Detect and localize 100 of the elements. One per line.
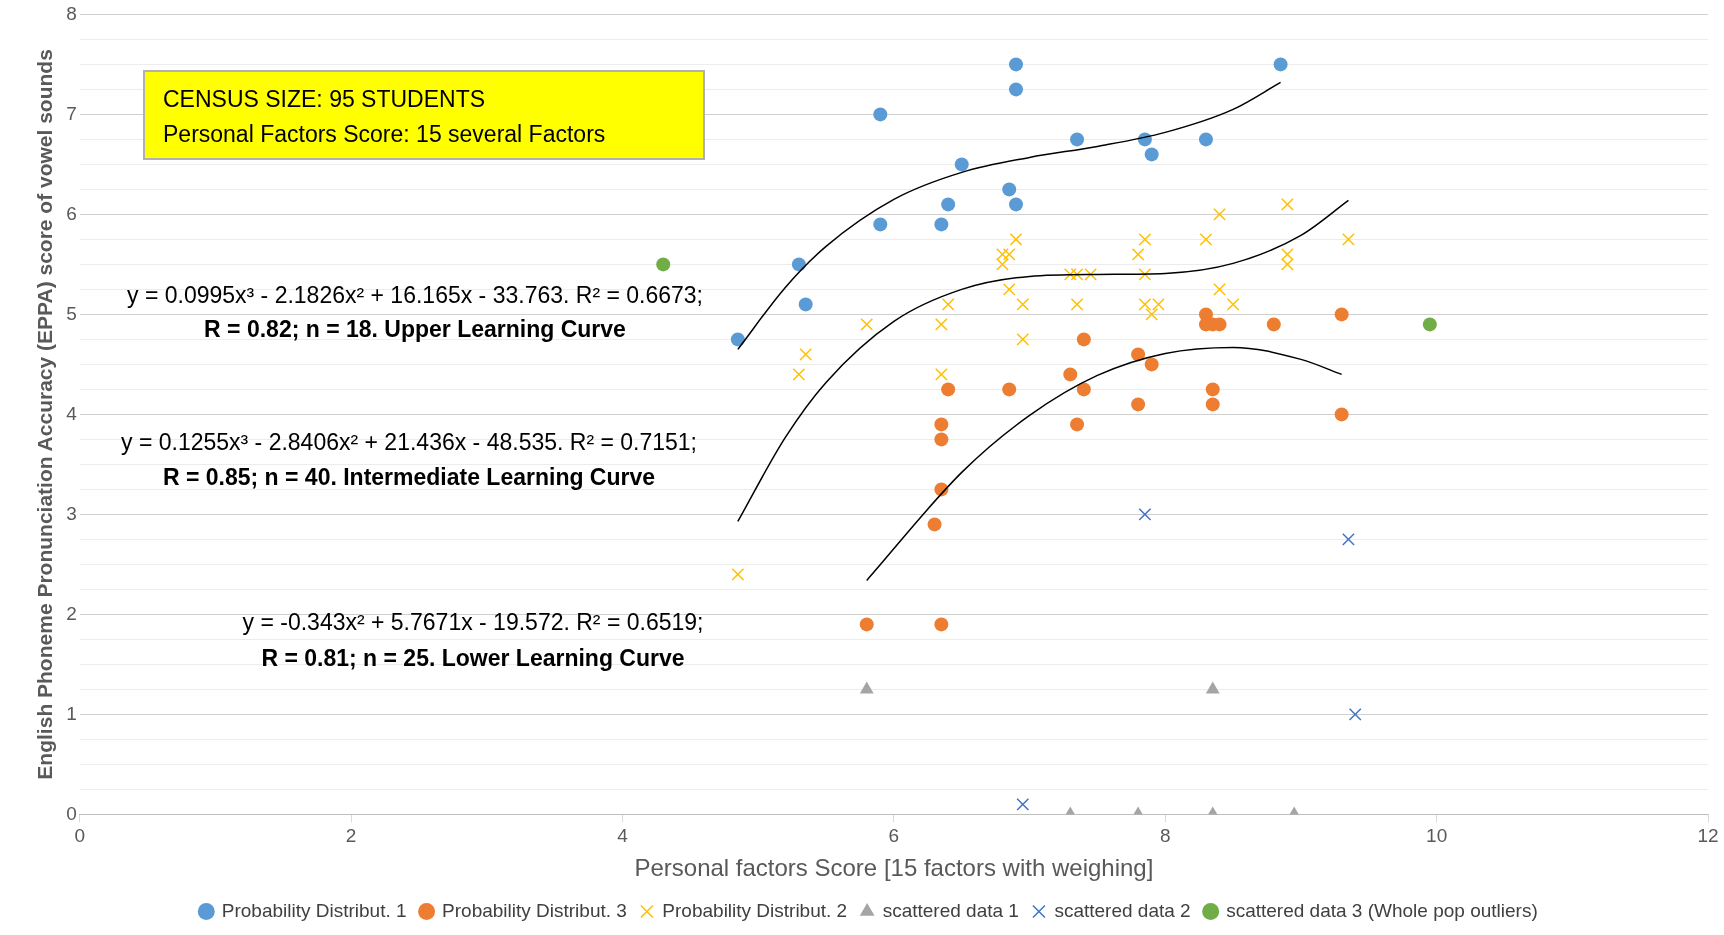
y-tick-label: 5 [66, 302, 77, 324]
point [1016, 297, 1030, 311]
point [791, 257, 806, 272]
point [1334, 407, 1349, 422]
point [730, 332, 745, 347]
point [1076, 382, 1091, 397]
point [1016, 797, 1030, 811]
x-tick-label: 6 [888, 825, 900, 847]
point [1273, 57, 1288, 72]
point [1138, 507, 1152, 521]
point [1205, 397, 1220, 412]
point [954, 157, 969, 172]
line-series [737, 81, 1282, 351]
point [798, 297, 813, 312]
point [1076, 332, 1091, 347]
y-tick-label: 7 [66, 102, 77, 124]
point [1084, 267, 1098, 281]
point [1138, 267, 1152, 281]
point [1280, 197, 1294, 211]
legend-label: Probability Distribut. 3 [442, 899, 627, 921]
point [1199, 232, 1213, 246]
point [934, 217, 949, 232]
point [1009, 232, 1023, 246]
y-tick-label: 3 [66, 502, 77, 524]
point [1205, 382, 1220, 397]
y-axis-title: English Phoneme Pronunciation Accuracy (EPPA) score of vowel sounds [33, 49, 57, 780]
point [1070, 417, 1085, 432]
point [1342, 532, 1355, 546]
point [934, 432, 949, 447]
point [1138, 232, 1152, 246]
note-box: CENSUS SIZE: 95 STUDENTS Personal Factors Score: 15 several Factors [143, 70, 705, 160]
x-tick-label: 4 [617, 825, 629, 847]
annotation: R = 0.81; n = 25. Lower Learning Curve [261, 645, 685, 672]
point [1342, 232, 1355, 246]
point [1002, 247, 1016, 261]
x-tick-label: 2 [345, 825, 357, 847]
point [1213, 207, 1226, 221]
point [1152, 297, 1165, 311]
point [1131, 247, 1145, 261]
point [1213, 282, 1226, 296]
point [1009, 82, 1023, 97]
point [1070, 297, 1084, 311]
point [1070, 132, 1085, 147]
y-tick-label: 6 [66, 202, 77, 224]
point [799, 347, 813, 361]
annotation: R = 0.82; n = 18. Upper Learning Curve [204, 316, 626, 343]
point [941, 382, 956, 397]
legend-label: Probability Distribut. 2 [662, 899, 848, 921]
x-axis-title: Personal factors Score [15 factors with weighing] [634, 854, 1154, 882]
point [1138, 297, 1152, 311]
annotation: y = 0.1255x³ - 2.8406x² + 21.436x - 48.535. R² = 0.7151; [120, 429, 698, 456]
point [1422, 317, 1437, 332]
line-series [737, 199, 1350, 523]
point [1226, 297, 1240, 311]
point [934, 317, 948, 331]
line-series [866, 346, 1343, 582]
point [927, 517, 942, 532]
point [1009, 57, 1023, 72]
point [873, 217, 888, 232]
point [859, 681, 874, 694]
point [1002, 282, 1016, 296]
legend-label: scattered data 1 [882, 899, 1019, 921]
point [1144, 147, 1159, 162]
annotation: R = 0.85; n = 40. Intermediate Learning Curve [162, 464, 656, 491]
point [860, 317, 874, 331]
point [1198, 132, 1213, 147]
point [941, 197, 956, 212]
y-tick-label: 4 [66, 402, 78, 424]
x-tick-label: 10 [1426, 825, 1448, 847]
point [1131, 347, 1146, 362]
point [1131, 397, 1146, 412]
point [1334, 307, 1349, 322]
x-tick-label: 8 [1159, 825, 1171, 847]
point [934, 617, 949, 632]
point [731, 567, 745, 581]
point [792, 367, 806, 381]
point [1145, 307, 1159, 321]
x-tick-label: 12 [1697, 825, 1719, 847]
point [1063, 367, 1078, 382]
point [1009, 197, 1023, 212]
point [859, 617, 874, 632]
point [1002, 382, 1017, 397]
point [934, 417, 949, 432]
point [1063, 267, 1077, 281]
point [1348, 707, 1362, 721]
y-tick-label: 8 [66, 2, 77, 24]
point [1266, 317, 1281, 332]
legend-label: scattered data 2 [1054, 899, 1191, 921]
point [873, 107, 888, 122]
y-tick-label: 2 [66, 602, 77, 624]
legend-label: Probability Distribut. 1 [221, 899, 407, 921]
point [941, 297, 955, 311]
point [1002, 182, 1017, 197]
y-tick-label: 0 [66, 802, 77, 824]
annotation: Personal Factors Score: 15 several Factors [163, 121, 606, 148]
annotation: y = -0.343x² + 5.7671x - 19.572. R² = 0.6519; [242, 609, 704, 636]
point [1205, 681, 1220, 694]
legend-label: scattered data 3 (Whole pop outliers) [1226, 899, 1538, 921]
point [1016, 332, 1030, 346]
y-tick-label: 1 [66, 702, 77, 724]
